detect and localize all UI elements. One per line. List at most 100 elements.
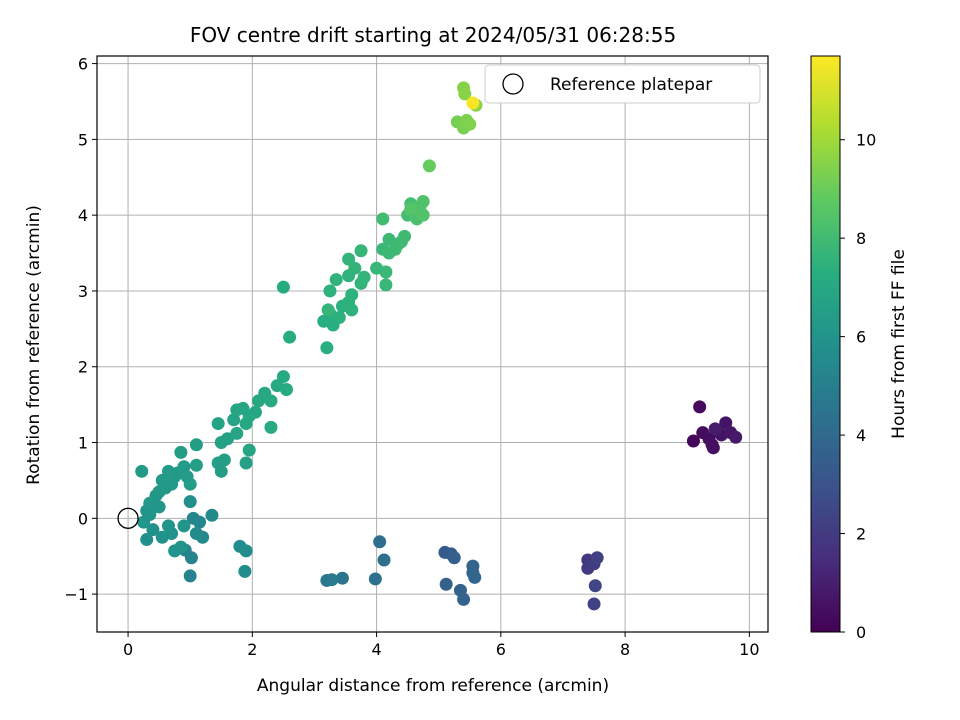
data-point (348, 261, 362, 275)
y-tick-label: 6 (78, 55, 88, 74)
colorbar-tick-label: 2 (856, 525, 866, 544)
grid-lines (97, 56, 768, 632)
colorbar: 0 2 4 6 8 10 Hours from first FF file (810, 55, 909, 642)
data-point (588, 579, 602, 593)
y-tick-label: −1 (64, 585, 88, 604)
data-point (264, 394, 278, 408)
data-point (189, 526, 203, 540)
data-point (161, 464, 175, 478)
data-point (377, 553, 391, 567)
data-point (183, 495, 197, 509)
data-point (468, 570, 482, 584)
data-point (706, 441, 720, 455)
data-point (283, 330, 297, 344)
data-point (239, 456, 253, 470)
data-point (323, 284, 337, 298)
data-point (276, 370, 290, 384)
plot-frame (96, 55, 769, 633)
reference-marker-layer (117, 507, 139, 529)
data-point (329, 273, 343, 287)
data-point (345, 303, 359, 317)
data-point (320, 341, 334, 355)
data-point (693, 400, 707, 414)
data-point (183, 569, 197, 583)
data-point (590, 551, 604, 565)
data-point (205, 508, 219, 522)
y-axis-ticks: −1 0 1 2 3 4 5 6 (64, 55, 97, 604)
data-point (161, 519, 175, 533)
chart-title: FOV centre drift starting at 2024/05/31 … (190, 23, 676, 47)
data-point (276, 280, 290, 294)
data-point (177, 460, 191, 474)
x-tick-label: 0 (123, 640, 133, 659)
y-tick-label: 1 (78, 434, 88, 453)
data-point (719, 416, 733, 430)
y-tick-label: 5 (78, 130, 88, 149)
data-points (135, 81, 743, 611)
data-point (217, 453, 231, 467)
data-point (248, 405, 262, 419)
data-point (439, 577, 453, 591)
y-tick-label: 2 (78, 358, 88, 377)
data-point (379, 265, 393, 279)
data-point (373, 535, 387, 549)
data-point (729, 430, 743, 444)
data-point (422, 159, 436, 173)
colorbar-tick-label: 0 (856, 623, 866, 642)
legend-label-reference: Reference platepar (550, 75, 712, 95)
colorbar-tick-label: 8 (856, 229, 866, 248)
data-point (416, 208, 430, 222)
data-point (457, 592, 471, 606)
data-point (239, 544, 253, 558)
x-axis-ticks: 0 2 4 6 8 10 (123, 632, 760, 659)
data-point (587, 597, 601, 611)
data-point (416, 195, 430, 209)
y-tick-label: 4 (78, 206, 88, 225)
data-point (146, 523, 160, 537)
data-point (152, 500, 166, 514)
colorbar-label: Hours from first FF file (889, 249, 909, 439)
colorbar-tick-label: 6 (856, 328, 866, 347)
data-point (354, 244, 368, 258)
data-point (404, 202, 418, 216)
data-point (447, 551, 461, 565)
data-point (463, 117, 477, 131)
x-tick-label: 4 (371, 640, 381, 659)
x-tick-label: 6 (496, 640, 506, 659)
data-point (335, 571, 349, 585)
data-point (357, 270, 371, 284)
data-point (379, 278, 393, 292)
x-tick-label: 8 (620, 640, 630, 659)
data-point (155, 473, 169, 487)
data-point (135, 464, 149, 478)
data-point (332, 310, 346, 324)
y-tick-label: 3 (78, 282, 88, 301)
colorbar-ticks: 0 2 4 6 8 10 (840, 131, 876, 642)
data-point (230, 426, 244, 440)
data-point (325, 573, 339, 587)
data-point (227, 413, 241, 427)
data-point (279, 382, 293, 396)
legend: Reference platepar (484, 64, 761, 104)
colorbar-gradient (810, 55, 841, 633)
legend-marker-reference (502, 73, 524, 95)
data-point (242, 443, 256, 457)
data-point (458, 87, 472, 101)
data-point (174, 445, 188, 459)
data-point (398, 229, 412, 243)
colorbar-tick-label: 10 (856, 131, 876, 150)
colorbar-tick-label: 4 (856, 426, 866, 445)
data-point (321, 303, 335, 317)
data-point (143, 508, 157, 522)
data-point (140, 533, 154, 547)
data-point (686, 434, 700, 448)
x-axis-label: Angular distance from reference (arcmin) (257, 676, 609, 696)
reference-marker (117, 507, 139, 529)
legend-box (484, 64, 761, 104)
y-tick-label: 0 (78, 509, 88, 528)
x-tick-label: 2 (247, 640, 257, 659)
data-point (376, 212, 390, 226)
data-point (368, 572, 382, 586)
data-point (211, 417, 225, 431)
